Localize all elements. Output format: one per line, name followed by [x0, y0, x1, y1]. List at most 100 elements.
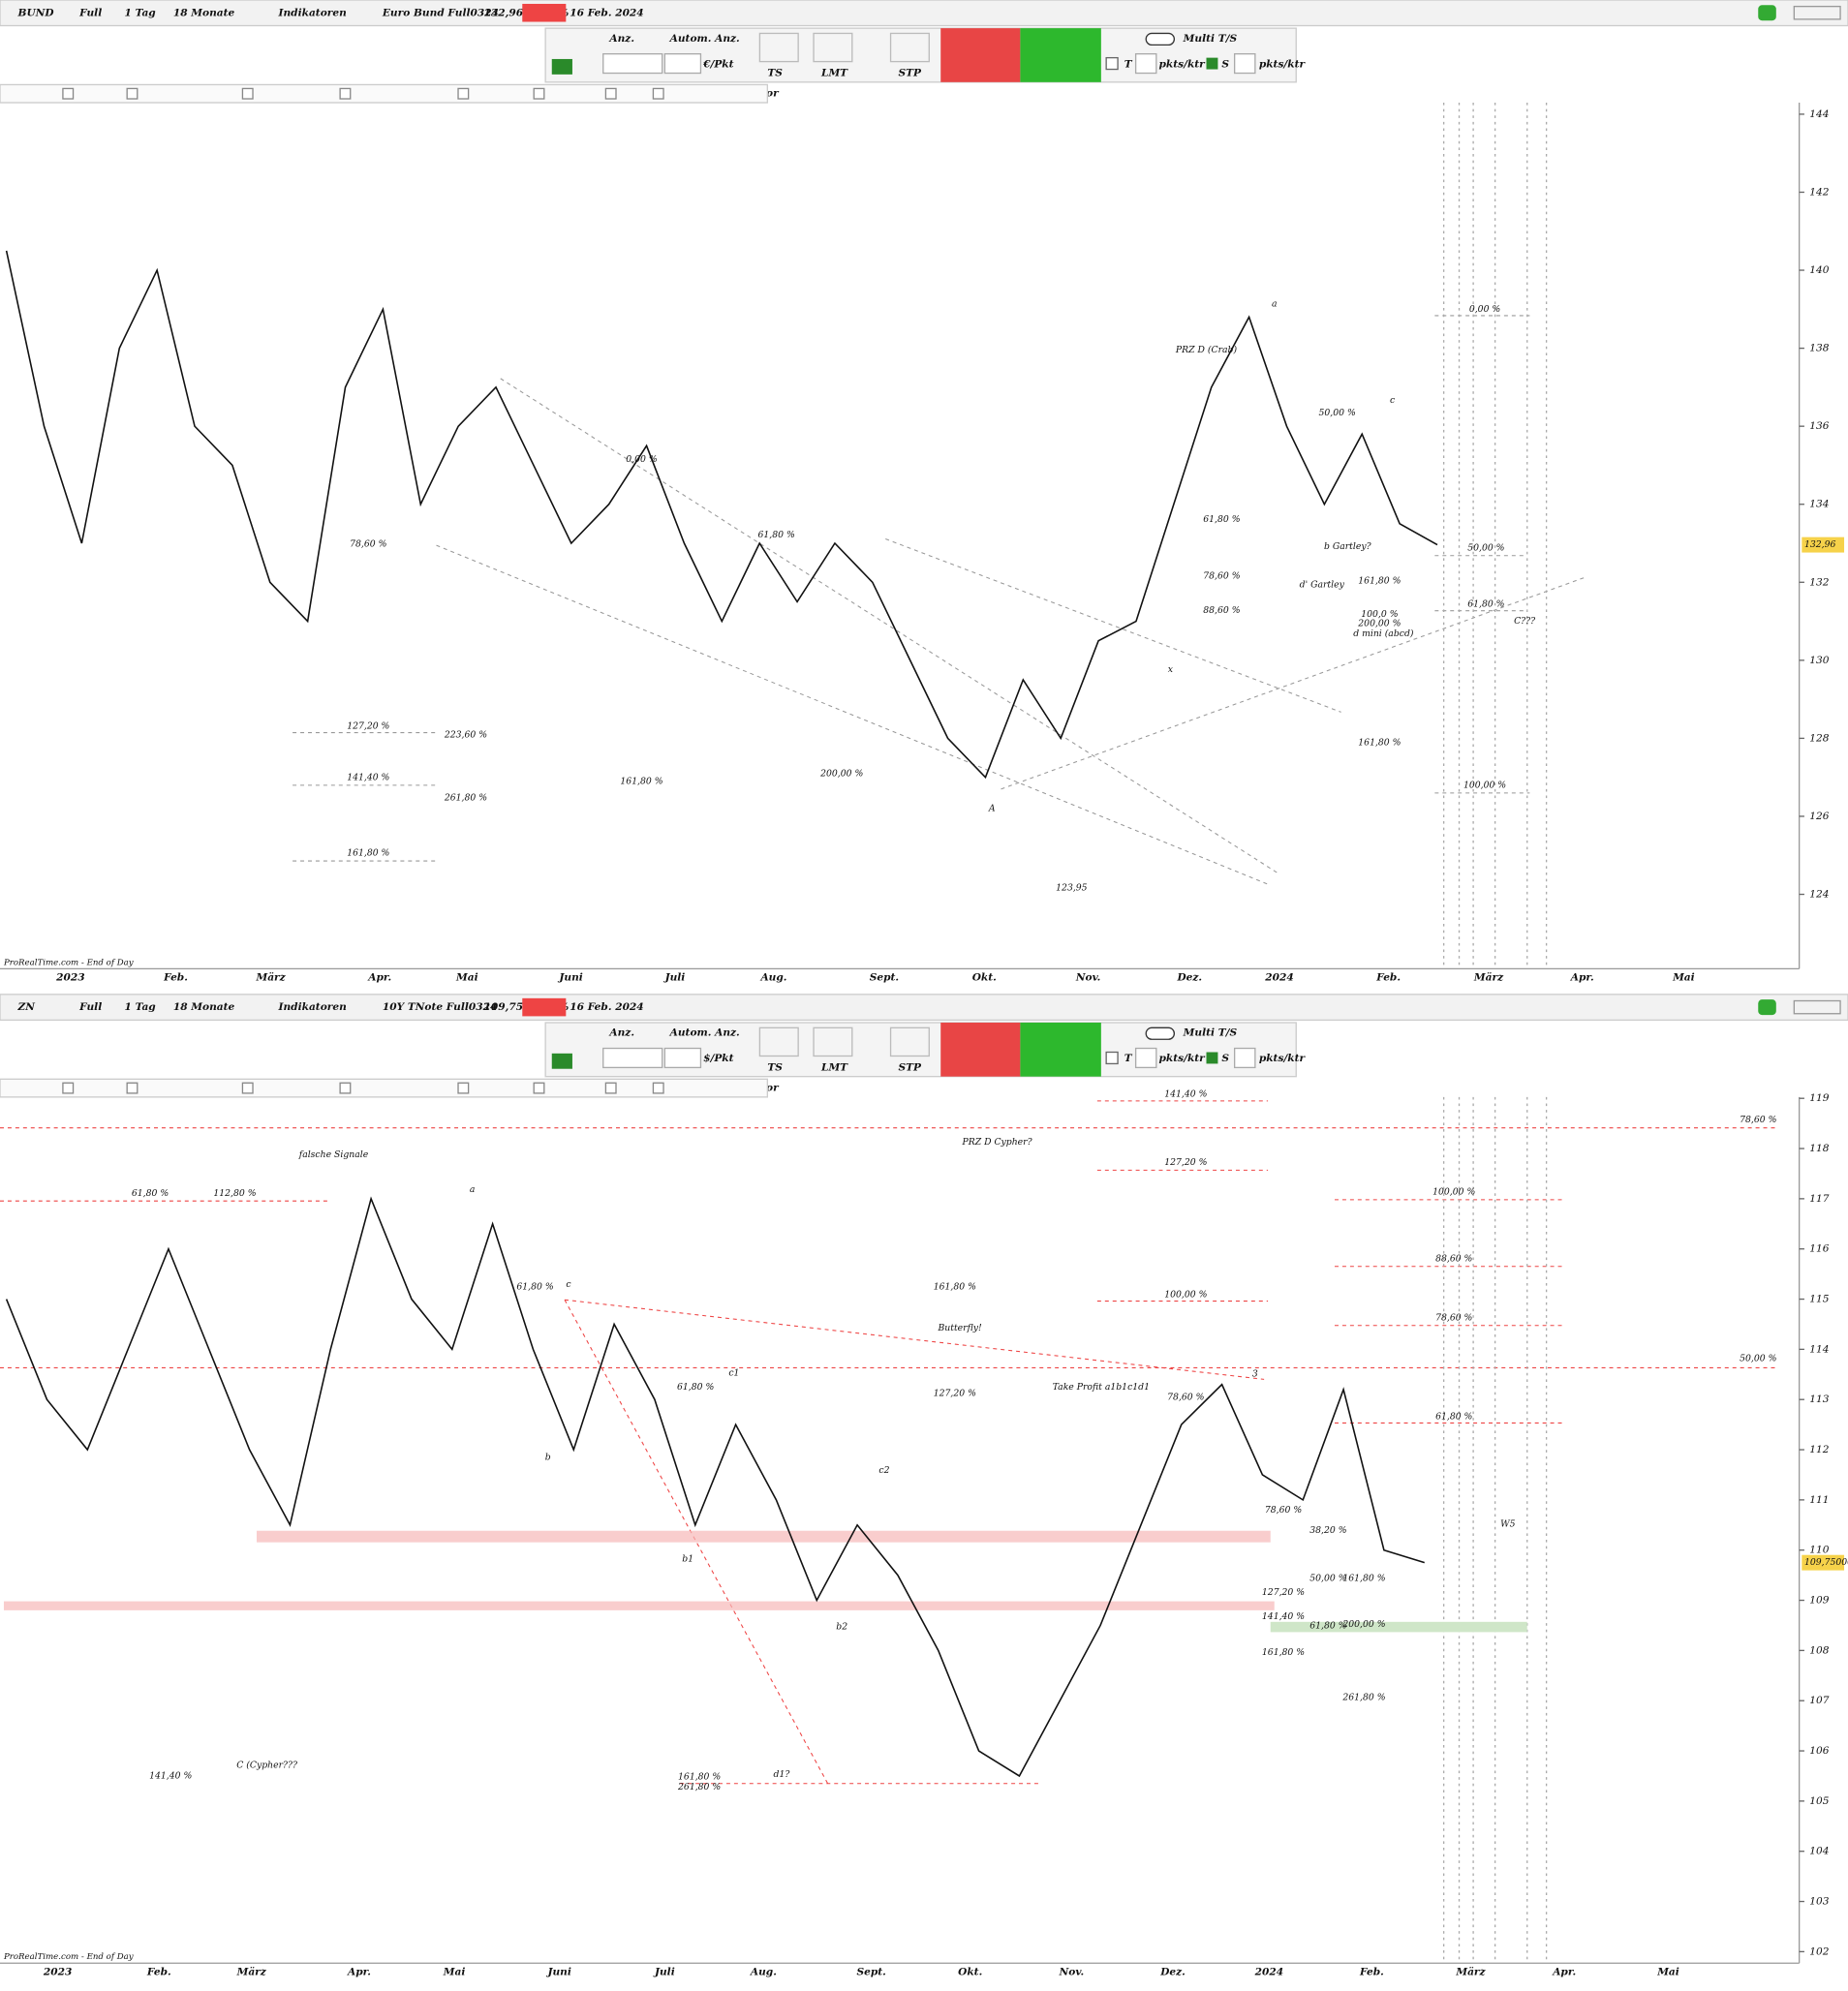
buy-button[interactable] [1020, 1023, 1101, 1077]
toolbar-range[interactable]: 18 Monate [173, 1001, 235, 1013]
buy-button[interactable] [1020, 28, 1101, 82]
s-box[interactable] [1233, 1047, 1256, 1069]
annotation: a [470, 1184, 476, 1195]
price-line [5, 250, 1438, 780]
s-check[interactable] [1206, 57, 1218, 70]
toolbar-symbol[interactable]: ZN [17, 1001, 37, 1013]
order-lmt: LMT [820, 1061, 848, 1073]
t-check[interactable] [1105, 56, 1119, 71]
annotation: 78,60 % [1740, 1115, 1776, 1125]
order-stp: STP [899, 1061, 923, 1073]
toolbar-indicators[interactable]: Indikatoren [278, 7, 348, 18]
toolbar-name[interactable]: Euro Bund Full0324 [382, 7, 499, 18]
month-label: Aug. [759, 972, 786, 984]
toolbar-symbol[interactable]: BUND [17, 7, 55, 18]
multi-ts: Multi T/S [1183, 33, 1238, 45]
amount-box[interactable] [663, 52, 702, 75]
price-tick-label: 106 [1809, 1745, 1829, 1757]
toolbar-mode[interactable]: Full [78, 1001, 102, 1013]
s-box[interactable] [1233, 52, 1256, 75]
toggle[interactable] [1145, 32, 1176, 46]
annotation: C??? [1514, 616, 1536, 627]
price-tick-label: 113 [1809, 1394, 1829, 1405]
ticket-icon[interactable] [551, 58, 572, 75]
annotation: b2 [836, 1622, 847, 1633]
indicator-check[interactable] [62, 87, 75, 100]
indicator-check[interactable] [339, 1082, 352, 1094]
month-label: Feb. [1375, 972, 1401, 984]
indicator-check[interactable] [339, 87, 352, 100]
toolbar-interval[interactable]: 1 Tag [125, 1001, 157, 1013]
t-unit: pkts/ktr [1158, 58, 1206, 70]
price-tick-label: 136 [1809, 420, 1829, 432]
month-label: Juni [545, 1967, 570, 1978]
auto-qty[interactable]: Autom. Anz. [669, 33, 740, 45]
sell-button[interactable] [940, 1023, 1021, 1077]
annotation: d' Gartley [1300, 580, 1345, 591]
month-label: 2023 [55, 972, 85, 984]
t-box[interactable] [1134, 52, 1157, 75]
indicator-check[interactable] [533, 87, 545, 100]
price-tick-label: 126 [1809, 811, 1829, 822]
toggle[interactable] [1145, 1026, 1176, 1040]
indicator-check[interactable] [604, 1082, 617, 1094]
toolbar-mode[interactable]: Full [78, 7, 102, 18]
indicator-check[interactable] [126, 87, 139, 100]
annotation: 61,80 % [1467, 599, 1504, 610]
window-buttons[interactable] [1793, 5, 1841, 20]
toolbar-range[interactable]: 18 Monate [173, 7, 235, 18]
annotation: 0,00 % [1469, 304, 1501, 315]
indicator-check[interactable] [652, 1082, 664, 1094]
indicator-check[interactable] [62, 1082, 75, 1094]
order-button[interactable] [813, 32, 853, 63]
indicator-check[interactable] [457, 87, 470, 100]
icon[interactable] [1758, 999, 1776, 1016]
qty-label: Anz. [608, 33, 634, 45]
order-button[interactable] [758, 1026, 799, 1057]
price-tick-label: 104 [1809, 1846, 1829, 1857]
annotation: d mini (abcd) [1353, 628, 1414, 639]
price-tick-label: 138 [1809, 343, 1829, 354]
annotation: 261,80 % [677, 1782, 721, 1792]
indicator-check[interactable] [604, 87, 617, 100]
toolbar-name[interactable]: 10Y TNote Full0324 [383, 1001, 498, 1013]
ticket-icon[interactable] [551, 1053, 572, 1069]
auto-qty[interactable]: Autom. Anz. [669, 1027, 740, 1039]
price-tick-label: 132 [1809, 576, 1829, 588]
qty-box[interactable] [602, 1047, 663, 1069]
annotation: 261,80 % [444, 793, 487, 804]
qty-box[interactable] [602, 52, 663, 75]
window-buttons[interactable] [1793, 999, 1841, 1015]
order-button[interactable] [889, 32, 930, 63]
icon[interactable] [1758, 5, 1776, 21]
indicator-check[interactable] [652, 87, 664, 100]
order-button[interactable] [758, 32, 799, 63]
price-tick-label: 102 [1809, 1945, 1829, 1957]
drawing-line [564, 1299, 1265, 1380]
indicator-check[interactable] [457, 1082, 470, 1094]
month-label: Aug. [750, 1967, 777, 1978]
t-check[interactable] [1105, 1051, 1119, 1065]
annotation: 161,80 % [1358, 576, 1401, 587]
indicator-check[interactable] [533, 1082, 545, 1094]
order-button[interactable] [813, 1026, 853, 1057]
toolbar-indicators[interactable]: Indikatoren [278, 1001, 348, 1013]
annotation: 78,60 % [1435, 1312, 1472, 1323]
t-box[interactable] [1134, 1047, 1157, 1069]
toolbar-interval[interactable]: 1 Tag [125, 7, 157, 18]
indicator-check[interactable] [241, 87, 254, 100]
annotation: 141,40 % [1262, 1611, 1305, 1622]
indicator-check[interactable] [126, 1082, 139, 1094]
annotation: c [1390, 395, 1396, 406]
price-tick-label: 130 [1809, 655, 1829, 666]
order-ts: TS [767, 68, 783, 79]
amount-box[interactable] [663, 1047, 702, 1069]
month-label: Dez. [1176, 972, 1202, 984]
indicator-check[interactable] [241, 1082, 254, 1094]
sell-button[interactable] [940, 28, 1021, 82]
s-check[interactable] [1206, 1052, 1218, 1064]
order-button[interactable] [889, 1026, 930, 1057]
annotation: 3 [1252, 1369, 1258, 1380]
month-label: Okt. [958, 1967, 982, 1978]
